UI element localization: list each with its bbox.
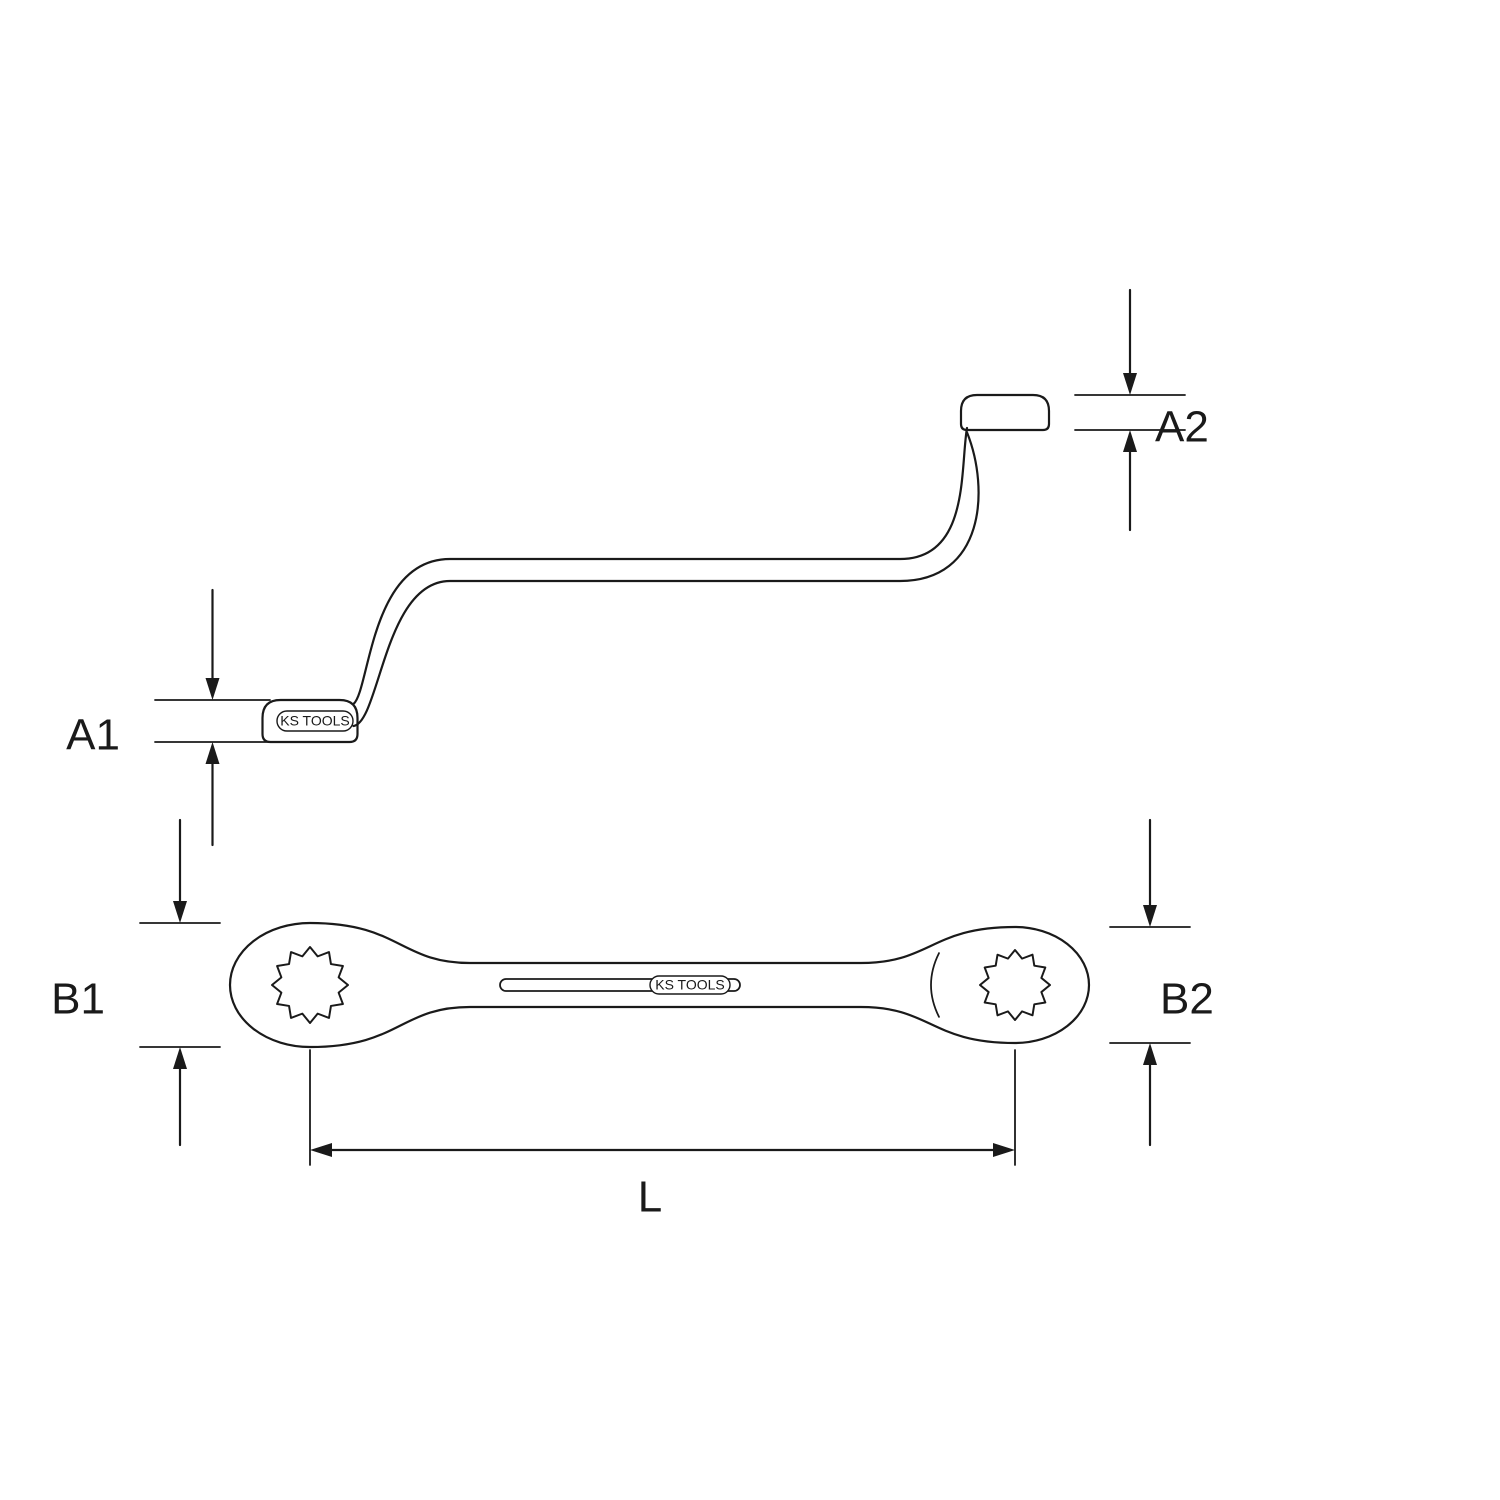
brand-label-side: KS TOOLS — [280, 713, 350, 729]
dimension-b2: B2 — [1110, 820, 1214, 1145]
dimension-a1: A1 — [66, 590, 270, 845]
dimension-b1: B1 — [51, 820, 220, 1145]
wrench-top-view: KS TOOLS — [230, 923, 1089, 1047]
dimension-l-label: L — [638, 1173, 662, 1222]
dimension-a1-label: A1 — [66, 711, 120, 760]
dimension-a2: A2 — [1075, 290, 1209, 530]
dimension-b2-label: B2 — [1160, 975, 1214, 1024]
dimension-a2-label: A2 — [1155, 403, 1209, 452]
dimension-b1-label: B1 — [51, 975, 105, 1024]
brand-label-top: KS TOOLS — [655, 977, 725, 993]
dimension-l: L — [310, 1050, 1015, 1222]
wrench-side-view: KS TOOLS — [263, 395, 1050, 742]
